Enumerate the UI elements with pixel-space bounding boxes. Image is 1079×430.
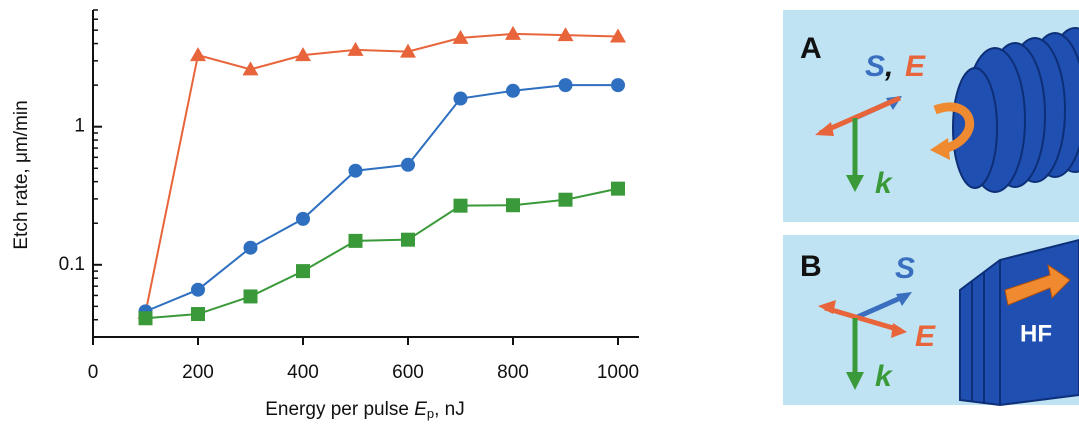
- beam-label: HF: [1020, 320, 1052, 347]
- y-axis-label: Etch rate, μm/min: [11, 100, 32, 249]
- marker: [611, 181, 625, 196]
- series-line: [145, 187, 619, 320]
- panel-label: A: [800, 32, 822, 65]
- marker: [191, 282, 205, 297]
- marker: [401, 157, 415, 172]
- marker: [400, 43, 416, 58]
- marker: [348, 233, 363, 248]
- panel-label: B: [800, 250, 822, 283]
- e-label: E: [915, 320, 936, 353]
- x-label-text: Energy per pulse: [265, 399, 409, 420]
- x-tick-label: 0: [88, 362, 99, 383]
- x-tick-label: 200: [182, 362, 214, 383]
- e-arrow: [818, 95, 902, 136]
- s-arrow: [853, 293, 907, 321]
- marker: [401, 232, 415, 247]
- marker: [506, 83, 520, 98]
- series-line: [145, 84, 618, 313]
- arrowhead: [846, 175, 864, 192]
- e-label: E: [905, 50, 926, 83]
- marker: [243, 240, 258, 255]
- marker: [191, 307, 205, 322]
- arrowhead: [891, 323, 907, 338]
- x-tick-label: 800: [497, 362, 529, 383]
- marker: [506, 198, 520, 213]
- marker: [610, 28, 626, 43]
- marker: [138, 311, 153, 326]
- arrowhead: [818, 300, 836, 314]
- arrowhead: [896, 292, 912, 306]
- e-arrow: [824, 305, 901, 333]
- k-label: k: [875, 360, 893, 393]
- marker: [348, 163, 363, 178]
- s-label: S: [895, 252, 915, 285]
- comma: ,: [884, 50, 893, 83]
- marker: [242, 61, 259, 76]
- marker: [453, 91, 468, 106]
- panel-b: HF B S E k: [783, 235, 1079, 407]
- marker: [296, 264, 310, 279]
- marker: [505, 25, 521, 40]
- marker: [558, 192, 573, 207]
- marker: [453, 198, 468, 213]
- x-label-subscript: p: [427, 406, 434, 421]
- x-label-symbol: E: [414, 399, 427, 420]
- marker: [190, 47, 206, 62]
- cylinder: [952, 27, 1079, 193]
- s-label: S: [865, 50, 885, 83]
- k-label: k: [875, 167, 893, 200]
- x-label-unit: , nJ: [434, 399, 465, 420]
- marker: [452, 29, 469, 44]
- series-line: [144, 32, 619, 313]
- y-tick-label: 0.1: [59, 254, 85, 275]
- marker: [558, 78, 573, 93]
- x-tick-label: 400: [287, 362, 319, 383]
- x-axis-label: Energy per pulse Ep, nJ: [265, 399, 464, 421]
- x-tick-label: 600: [392, 362, 424, 383]
- marker: [557, 27, 574, 42]
- x-tick-label: 1000: [597, 362, 639, 383]
- marker: [243, 289, 258, 304]
- marker: [347, 41, 364, 56]
- beam-arrow: [1004, 263, 1071, 306]
- rotation-arrow: [933, 102, 974, 155]
- arrowhead: [846, 372, 864, 390]
- arrowhead: [930, 138, 950, 160]
- panel-a: A S , E k: [783, 10, 1079, 222]
- marker: [296, 211, 310, 226]
- arrowhead: [815, 122, 834, 136]
- y-tick-label: 1: [74, 116, 85, 137]
- marker: [295, 47, 311, 62]
- marker: [611, 78, 625, 93]
